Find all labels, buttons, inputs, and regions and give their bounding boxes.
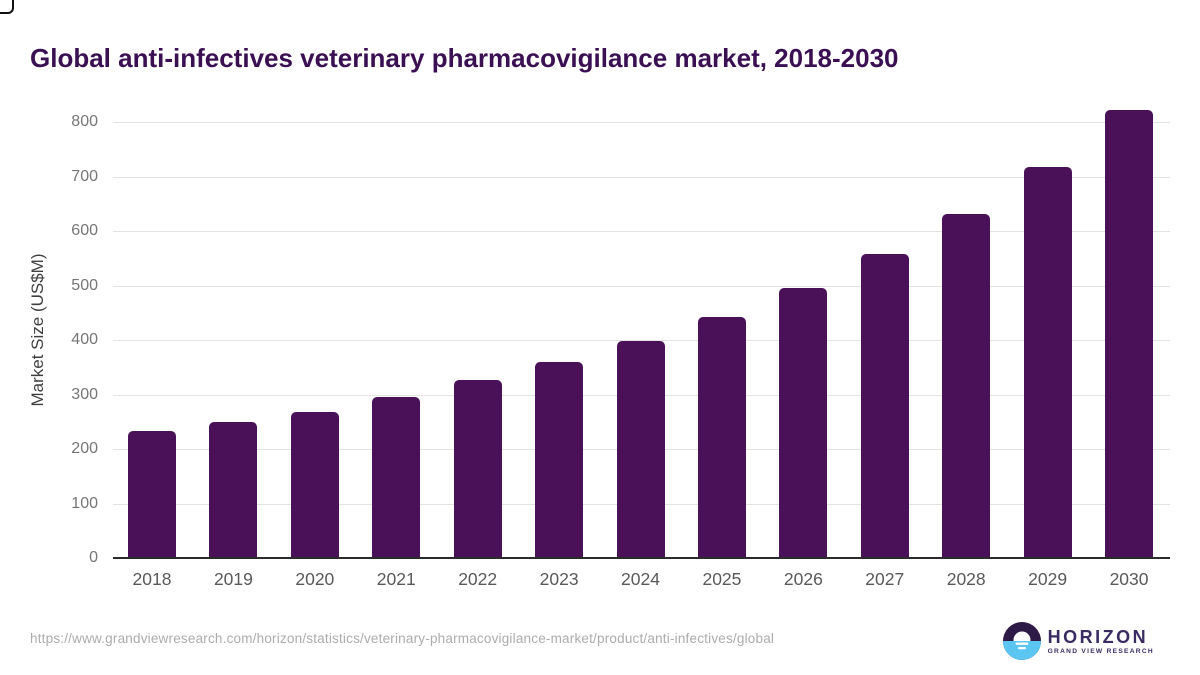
y-tick-label-400: 400	[71, 331, 98, 348]
y-axis-labels: 0 100 200 300 400 500 600 700 800	[0, 100, 98, 566]
bar-2030	[1105, 110, 1154, 557]
bar-2023	[535, 362, 584, 557]
gridline-600	[113, 231, 1170, 232]
bar-2021	[372, 397, 421, 557]
x-tick-label-2021: 2021	[376, 569, 416, 589]
x-tick-label-2018: 2018	[132, 569, 172, 589]
x-tick-label-2029: 2029	[1028, 569, 1068, 589]
x-tick-label-2024: 2024	[621, 569, 660, 589]
x-axis-labels: 2018 2019 2020 2021 2022 2023 2024 2025 2026 2027…	[113, 569, 1170, 593]
bar-2026	[779, 288, 828, 557]
bar-2028	[942, 214, 991, 557]
x-tick-label-2022: 2022	[458, 569, 498, 589]
gridline-800	[113, 122, 1170, 123]
horizon-logo-text: HORIZON GRAND VIEW RESEARCH	[1048, 627, 1154, 656]
x-tick-label-2020: 2020	[295, 569, 335, 589]
x-tick-label-2027: 2027	[865, 569, 905, 589]
bar-2024	[616, 341, 665, 557]
y-tick-label-600: 600	[71, 222, 98, 239]
y-tick-label-500: 500	[71, 276, 98, 294]
x-tick-label-2030: 2030	[1109, 569, 1149, 589]
x-tick-label-2025: 2025	[702, 569, 742, 589]
bar-2025	[697, 317, 746, 557]
y-tick-label-0: 0	[89, 549, 98, 566]
horizon-logo: HORIZON GRAND VIEW RESEARCH	[1002, 621, 1154, 661]
y-tick-label-700: 700	[71, 167, 98, 185]
x-axis-line	[113, 557, 1170, 559]
plot-area	[113, 100, 1170, 559]
x-tick-label-2028: 2028	[946, 569, 986, 589]
gridline-400	[113, 340, 1170, 341]
bar-2029	[1023, 167, 1072, 557]
horizon-logo-icon	[1002, 622, 1041, 660]
logo-sub-brand: GRAND VIEW RESEARCH	[1047, 647, 1154, 655]
y-tick-label-800: 800	[71, 113, 98, 130]
logo-brand-name: HORIZON	[1047, 626, 1149, 647]
bar-2020	[290, 411, 339, 557]
source-url: https://www.grandviewresearch.com/horizo…	[30, 631, 775, 646]
window-corner-artifact	[0, 0, 14, 14]
y-tick-label-100: 100	[71, 494, 98, 512]
x-tick-label-2019: 2019	[213, 569, 253, 589]
x-tick-label-2026: 2026	[783, 569, 823, 589]
gridline-500	[113, 285, 1170, 287]
bar-2027	[860, 253, 909, 557]
chart-title: Global anti-infectives veterinary pharma…	[30, 43, 899, 74]
gridline-700	[113, 176, 1170, 178]
y-tick-label-200: 200	[71, 440, 98, 457]
bar-2019	[209, 421, 258, 557]
bar-2018	[128, 431, 176, 557]
x-tick-label-2023: 2023	[539, 569, 579, 589]
y-tick-label-300: 300	[71, 385, 98, 403]
bar-2022	[453, 379, 502, 557]
